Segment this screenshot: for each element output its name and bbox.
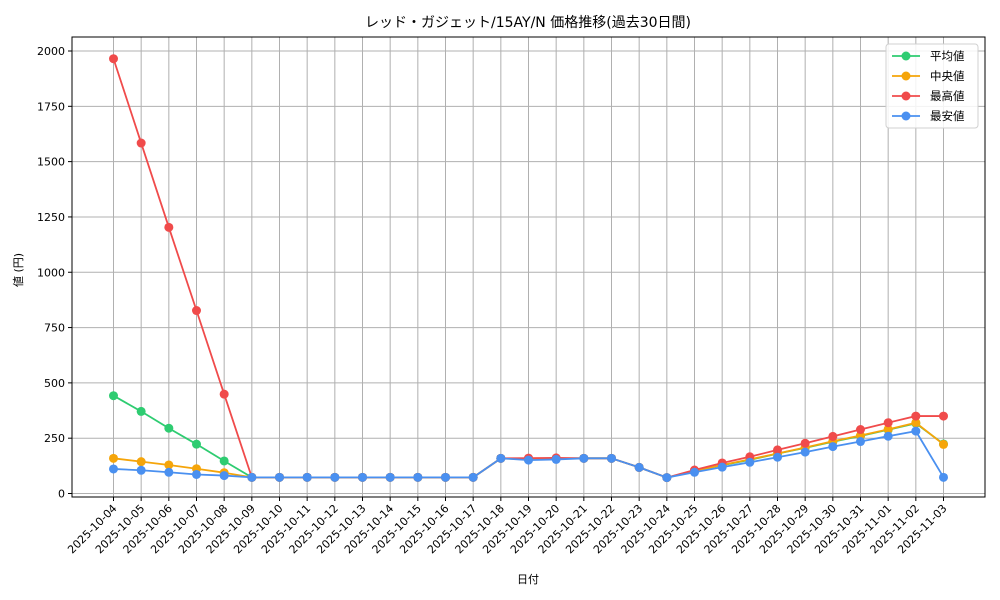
- legend-item: 中央値: [892, 69, 965, 83]
- y-tick-label: 1750: [37, 100, 65, 113]
- data-point: [136, 138, 146, 148]
- y-tick-label: 1500: [37, 156, 65, 169]
- data-point: [579, 453, 589, 463]
- data-point: [496, 453, 506, 463]
- data-point: [911, 426, 921, 436]
- data-point: [164, 460, 174, 470]
- data-point: [939, 411, 948, 421]
- data-point: [634, 462, 644, 472]
- legend-marker-icon: [901, 71, 911, 81]
- data-point: [219, 471, 229, 481]
- data-point: [856, 425, 865, 435]
- legend-item: 最高値: [892, 89, 965, 103]
- data-point: [136, 457, 146, 467]
- legend-item: 平均値: [892, 49, 965, 63]
- grid-lines: [72, 37, 985, 497]
- data-point: [109, 391, 118, 401]
- y-tick-label: 250: [44, 432, 65, 445]
- series-最安値: [109, 426, 948, 483]
- series-lines: [109, 54, 948, 483]
- data-point: [468, 472, 478, 482]
- data-point: [164, 467, 174, 477]
- data-point: [883, 418, 893, 428]
- data-point: [828, 442, 838, 452]
- data-point: [136, 465, 146, 475]
- data-point: [883, 431, 893, 441]
- y-tick-label: 1250: [37, 211, 65, 224]
- legend-marker-icon: [901, 111, 911, 121]
- data-point: [939, 472, 948, 482]
- data-point: [939, 439, 948, 449]
- data-point: [109, 453, 118, 463]
- data-point: [109, 464, 118, 474]
- y-axis-label: 値 (円): [12, 253, 25, 287]
- data-point: [717, 462, 727, 472]
- data-point: [413, 472, 423, 482]
- axes: 2025-10-042025-10-052025-10-062025-10-07…: [37, 36, 986, 556]
- x-axis-label: 日付: [517, 573, 539, 586]
- data-point: [192, 306, 201, 316]
- legend-label: 最高値: [930, 89, 965, 103]
- data-point: [773, 445, 782, 455]
- legend-box: [885, 43, 979, 129]
- y-tick-label: 2000: [37, 45, 65, 58]
- data-point: [662, 473, 672, 483]
- legend-marker-icon: [901, 91, 911, 101]
- data-point: [219, 389, 229, 399]
- data-point: [164, 423, 174, 433]
- chart-title: レッド・ガジェット/15AY/N 価格推移(過去30日間): [365, 15, 691, 31]
- data-point: [192, 439, 201, 449]
- data-point: [607, 453, 616, 463]
- data-point: [524, 455, 533, 465]
- data-point: [911, 418, 921, 428]
- data-point: [109, 54, 118, 64]
- data-point: [745, 457, 755, 467]
- data-point: [136, 406, 146, 416]
- data-point: [275, 472, 284, 482]
- data-point: [856, 437, 865, 447]
- y-tick-label: 750: [44, 322, 65, 335]
- data-point: [219, 456, 229, 466]
- data-point: [773, 452, 782, 462]
- legend-marker-icon: [901, 51, 911, 61]
- y-tick-label: 0: [58, 488, 65, 501]
- data-point: [247, 472, 257, 482]
- plot-frame: [71, 36, 986, 498]
- legend-label: 最安値: [930, 109, 965, 123]
- data-point: [911, 411, 921, 421]
- y-tick-label: 500: [44, 377, 65, 390]
- data-point: [385, 472, 395, 482]
- data-point: [192, 469, 201, 479]
- data-point: [164, 222, 174, 232]
- data-point: [800, 438, 810, 448]
- data-point: [330, 472, 340, 482]
- data-point: [690, 467, 699, 477]
- legend-label: 平均値: [930, 49, 965, 63]
- data-point: [302, 472, 312, 482]
- data-point: [828, 431, 838, 441]
- legend-item: 最安値: [892, 109, 965, 123]
- data-point: [551, 454, 561, 464]
- legend-label: 中央値: [930, 69, 965, 83]
- data-point: [358, 472, 367, 482]
- y-tick-label: 1000: [37, 266, 65, 279]
- data-point: [441, 472, 450, 482]
- data-point: [800, 447, 810, 457]
- data-point: [883, 424, 893, 434]
